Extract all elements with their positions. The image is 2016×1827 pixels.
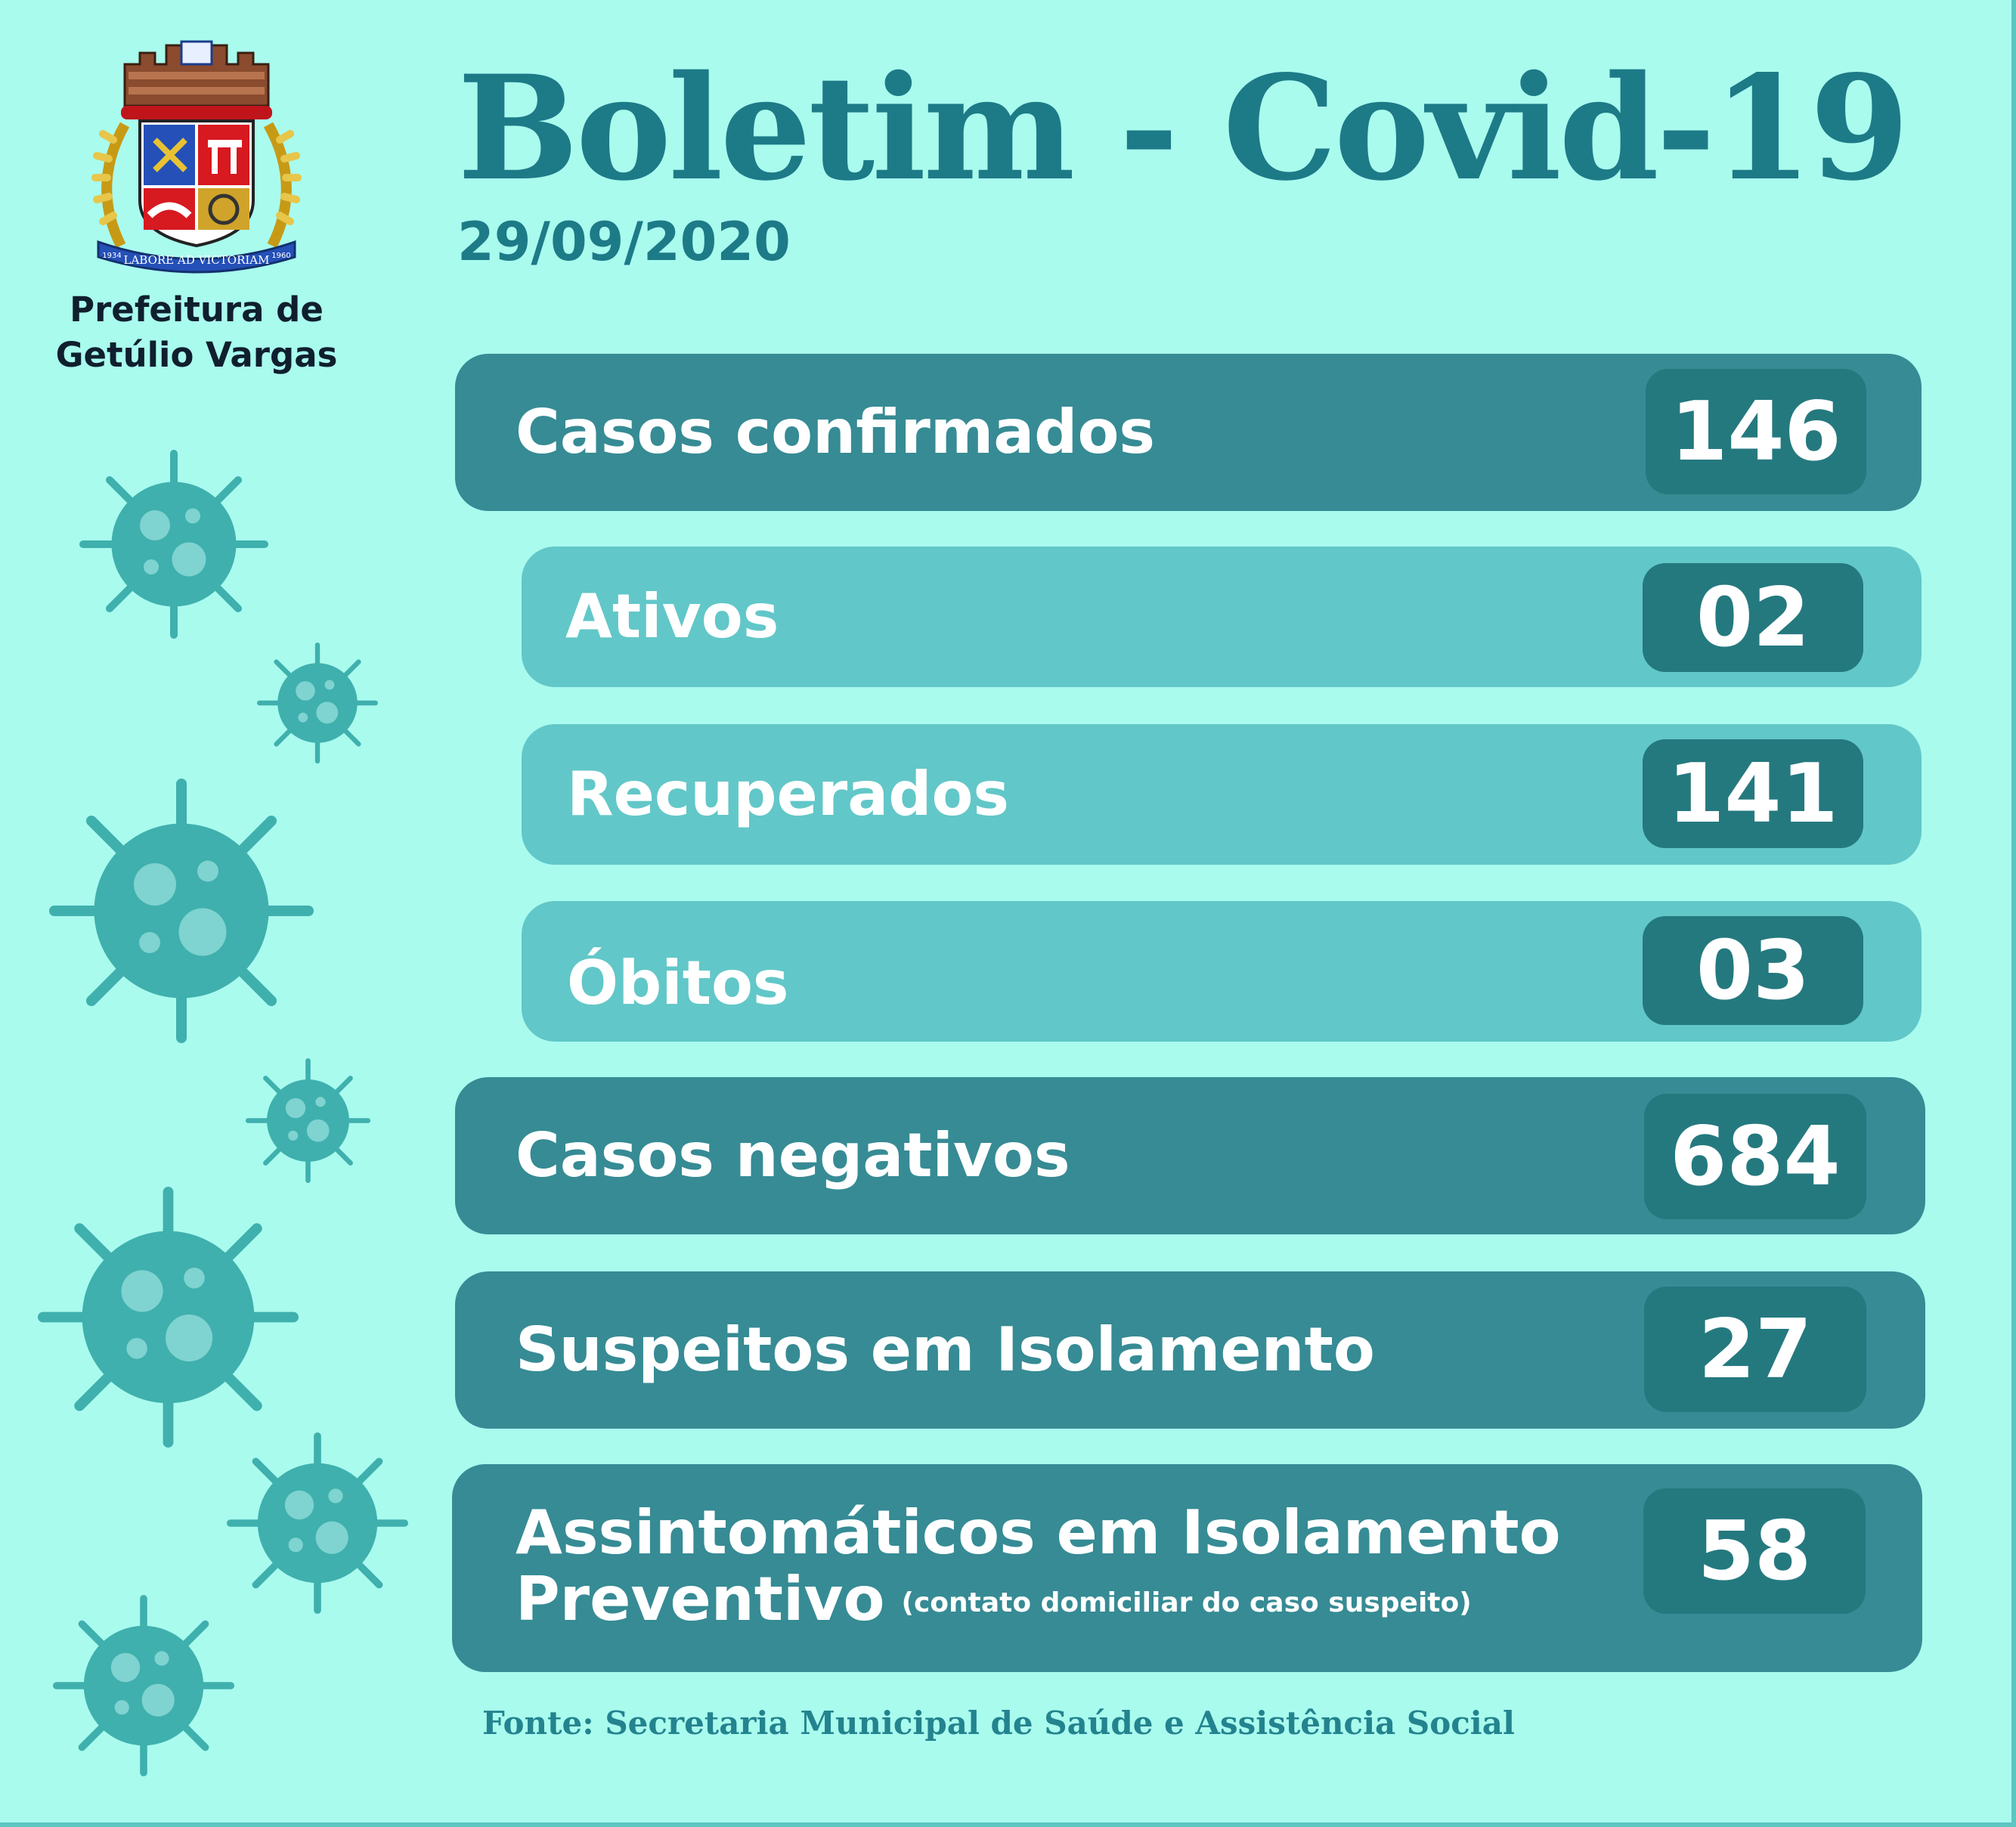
virus-icon	[227, 1432, 408, 1614]
city-crest-logo: LABORE AD VICTORIAM 1934 1960	[91, 40, 302, 274]
stat-value: 02	[1643, 563, 1863, 672]
stat-value: 58	[1643, 1488, 1866, 1614]
virus-icon	[246, 1058, 370, 1183]
city-name-line2: Getúlio Vargas	[55, 335, 338, 375]
stat-casos-confirmados: Casos confirmados 146	[455, 354, 1922, 511]
stat-label: Suspeitos em Isolamento	[516, 1315, 1375, 1385]
virus-icon	[38, 1187, 299, 1448]
stat-note: (contato domiciliar do caso suspeito)	[901, 1587, 1472, 1619]
virus-icon	[53, 1595, 234, 1776]
city-name: Prefeitura de Getúlio Vargas	[30, 287, 363, 378]
stat-casos-negativos: Casos negativos 684	[455, 1077, 1925, 1234]
stat-value: 146	[1646, 369, 1866, 494]
virus-icon	[257, 643, 378, 763]
svg-text:1960: 1960	[271, 252, 290, 260]
virus-icon	[49, 779, 314, 1043]
stat-suspeitos-isolamento: Suspeitos em Isolamento 27	[455, 1271, 1925, 1429]
stat-label-line2: Preventivo (contato domiciliar do caso su…	[516, 1563, 1561, 1637]
stat-label: Casos confirmados	[516, 397, 1156, 467]
svg-text:1934: 1934	[102, 252, 121, 260]
stat-recuperados: Recuperados 141	[522, 724, 1922, 865]
svg-text:LABORE AD VICTORIAM: LABORE AD VICTORIAM	[124, 253, 270, 267]
stat-label: Óbitos	[567, 948, 789, 1018]
bulletin-date: 29/09/2020	[457, 211, 791, 273]
source-footer: Fonte: Secretaria Municipal de Saúde e A…	[482, 1705, 1515, 1742]
stat-label: Ativos	[565, 581, 779, 652]
stat-label-line1: Assintomáticos em Isolamento	[516, 1497, 1561, 1568]
stat-value: 03	[1643, 916, 1863, 1025]
stat-obitos: Óbitos 03	[522, 901, 1922, 1042]
virus-icon	[79, 450, 268, 639]
stat-label-line2-text: Preventivo	[516, 1563, 885, 1634]
city-name-line1: Prefeitura de	[70, 290, 324, 330]
stat-label: Assintomáticos em Isolamento Preventivo (…	[516, 1497, 1561, 1637]
stat-value: 684	[1644, 1094, 1866, 1219]
stat-ativos: Ativos 02	[522, 547, 1922, 687]
stat-label: Casos negativos	[516, 1120, 1070, 1191]
stat-label: Recuperados	[567, 759, 1010, 829]
stat-value: 141	[1643, 739, 1863, 848]
stat-assintomaticos-isolamento: Assintomáticos em Isolamento Preventivo (…	[452, 1464, 1922, 1672]
stat-value: 27	[1644, 1287, 1866, 1412]
page-title: Boletim - Covid-19	[457, 44, 1909, 212]
